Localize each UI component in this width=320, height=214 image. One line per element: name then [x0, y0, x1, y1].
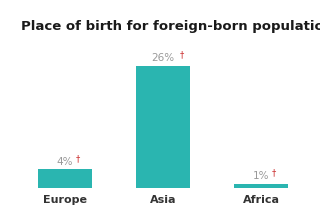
Text: †: † [180, 50, 184, 59]
Text: Asia: Asia [150, 195, 176, 205]
Text: 26%: 26% [152, 53, 175, 63]
Text: Place of birth for foreign-born population: Place of birth for foreign-born populati… [21, 20, 320, 33]
Text: †: † [76, 154, 80, 163]
Text: 4%: 4% [57, 157, 73, 167]
Text: Europe: Europe [43, 195, 87, 205]
Bar [38, 169, 92, 188]
Text: Africa: Africa [243, 195, 280, 205]
Bar [136, 66, 190, 188]
Text: †: † [272, 168, 276, 177]
Text: 1%: 1% [253, 171, 269, 181]
Bar [234, 184, 288, 188]
